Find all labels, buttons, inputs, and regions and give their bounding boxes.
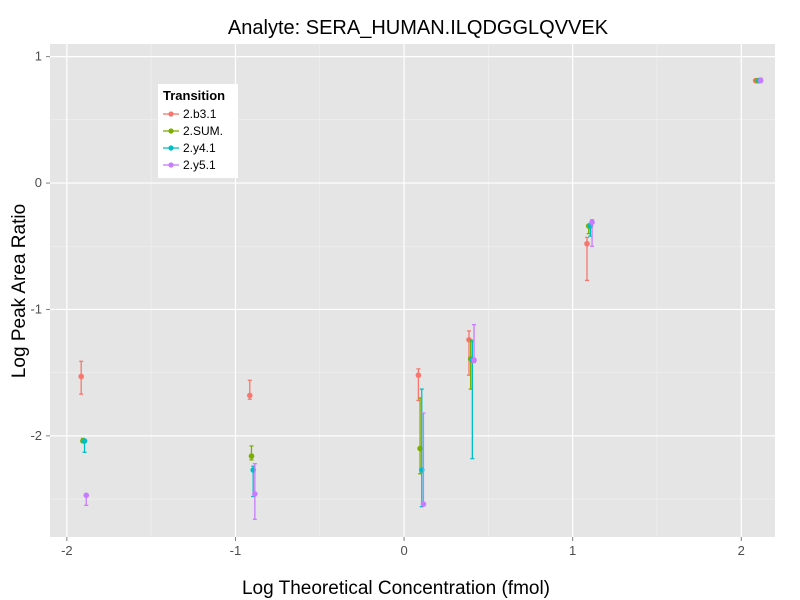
x-axis-ticks: -2 -1 0 1 2 [61,537,745,558]
x-tick-label: -1 [230,543,242,558]
data-point [584,240,590,247]
data-point [420,501,427,507]
x-tick-label: 1 [569,543,576,558]
series-2.y5.1 [83,77,764,520]
major-gridlines [50,44,775,537]
data-point [83,492,90,499]
legend-label: 2.y5.1 [183,158,216,172]
legend-label: 2.y4.1 [183,141,216,155]
legend-items: 2.b3.1 2.SUM. 2.y4.1 2.y5.1 [163,107,223,172]
x-tick-label: 0 [400,543,407,558]
y-tick-label: 1 [35,49,42,64]
legend: Transition 2.b3.1 2.SUM. 2.y4.1 2.y5.1 [158,84,238,178]
y-tick-label: -1 [30,301,42,316]
legend-key-point [168,128,174,134]
data-point [415,372,422,378]
legend-item: 2.y5.1 [163,158,216,172]
x-tick-label: -2 [61,543,73,558]
data-point [757,77,764,84]
legend-label: 2.b3.1 [183,107,217,121]
legend-key-point [168,111,174,117]
legend-item: 2.y4.1 [163,141,216,155]
data-point [246,392,253,399]
data-point [471,357,477,363]
legend-item: 2.SUM. [163,124,223,138]
data-point [252,491,258,497]
data-point [78,373,84,380]
y-tick-label: -2 [30,428,42,443]
legend-key-point [168,145,174,151]
data-point [248,453,255,459]
data-point [81,438,88,444]
legend-item: 2.b3.1 [163,107,217,121]
minor-gridlines [50,44,775,537]
data-marks [78,77,764,520]
data-point [589,219,595,226]
y-axis-title: Log Peak Area Ratio [9,204,30,378]
chart-title: Analyte: SERA_HUMAN.ILQDGGLQVVEK [228,17,609,39]
y-axis-ticks: 1 0 -1 -2 [30,49,50,443]
legend-key-point [168,162,174,168]
y-tick-label: 0 [35,175,42,190]
legend-title: Transition [163,88,225,103]
x-tick-label: 2 [738,543,745,558]
legend-label: 2.SUM. [183,124,223,138]
x-axis-title: Log Theoretical Concentration (fmol) [242,578,550,599]
